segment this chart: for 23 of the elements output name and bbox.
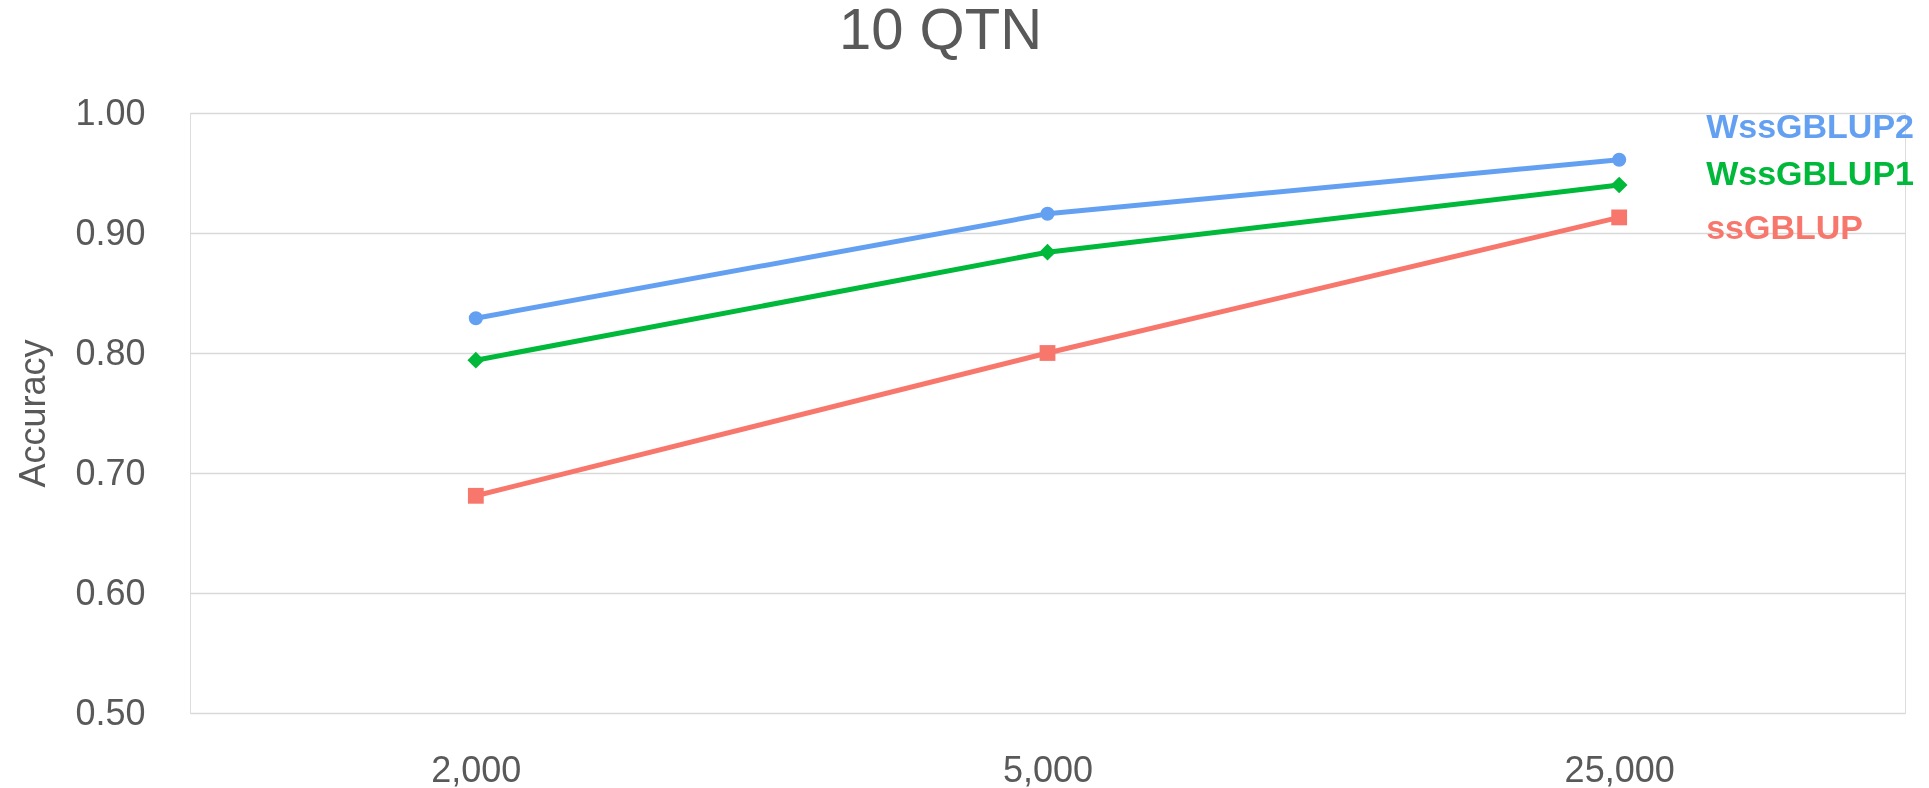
point	[1610, 176, 1628, 194]
point	[1040, 206, 1055, 221]
point	[1039, 243, 1056, 261]
y-axis-title: Accuracy	[12, 339, 54, 488]
x-tick-label: 2,000	[431, 748, 522, 788]
point	[467, 487, 484, 504]
point	[467, 351, 485, 369]
y-tick-label: 0.50	[75, 691, 146, 733]
y-tick-label: 0.60	[75, 571, 146, 613]
y-tick-label: 0.90	[75, 211, 146, 253]
text: WssGBLUP2	[1706, 106, 1914, 145]
point	[1039, 345, 1056, 361]
point	[468, 311, 483, 326]
y-tick-label: 0.80	[75, 331, 146, 373]
x-tick-label: 5,000	[1002, 748, 1094, 788]
y-tick-label: 1.00	[75, 91, 146, 133]
point	[1611, 209, 1628, 226]
chart-title: 10 QTN	[838, 0, 1043, 61]
y-tick-label: 0.70	[75, 451, 146, 493]
text: ssGBLUP	[1706, 208, 1863, 247]
text: WssGBLUP1	[1706, 154, 1914, 192]
point	[1612, 152, 1627, 167]
x-tick-label: 25,000	[1564, 748, 1675, 788]
